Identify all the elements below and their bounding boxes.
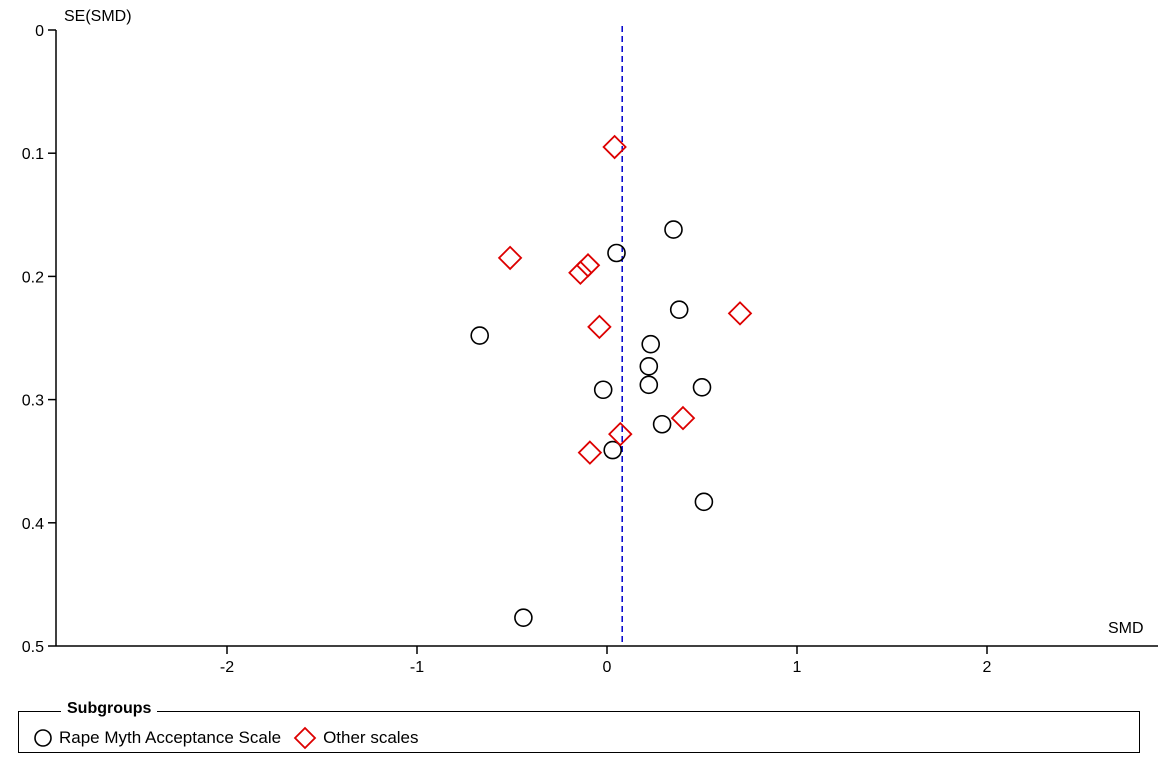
data-point-circle	[669, 300, 689, 319]
data-point-diamond	[670, 405, 696, 431]
legend-title: Subgroups	[61, 700, 158, 718]
funnel-plot: 0 0.1 0.2 0.3 0.4 0.5 -2 -1 0 1 2 SE(SMD) SMD	[22, 8, 1158, 676]
data-point-diamond	[608, 421, 633, 447]
x-tick-label: 0	[603, 659, 612, 676]
data-point-diamond	[577, 440, 603, 465]
data-point-diamond	[568, 260, 593, 285]
circle-marker-icon	[34, 729, 52, 747]
data-point-diamond	[727, 301, 753, 326]
y-axis-label: SE(SMD)	[64, 8, 132, 25]
data-point-circle	[664, 220, 683, 239]
legend-items: Rape Myth Acceptance Scale Other scales	[33, 726, 431, 750]
data-point-circle	[652, 414, 672, 434]
data-point-diamond	[575, 253, 601, 278]
diamond-marker-icon	[293, 726, 317, 750]
tick-marks: 0 0.1 0.2 0.3 0.4 0.5 -2 -1 0 1 2	[22, 23, 992, 676]
data-point-circle	[639, 357, 659, 376]
y-tick-label: 0.1	[22, 146, 44, 163]
data-point-circle	[639, 375, 659, 395]
data-point-circle	[641, 334, 661, 354]
y-tick-label: 0.4	[22, 516, 44, 533]
data-point-circle	[694, 492, 714, 512]
data-point-circle	[514, 608, 533, 627]
data-point-circle	[470, 326, 490, 345]
x-axis-label: SMD	[1108, 620, 1144, 637]
legend-item-rmas: Rape Myth Acceptance Scale	[33, 728, 281, 748]
legend-label-other: Other scales	[323, 728, 419, 747]
legend-label-rmas: Rape Myth Acceptance Scale	[59, 728, 282, 747]
y-tick-label: 0	[35, 23, 44, 40]
x-tick-label: 1	[793, 659, 802, 676]
y-tick-label: 0.5	[22, 639, 44, 656]
data-point-diamond	[587, 314, 612, 340]
x-tick-label: 2	[983, 659, 992, 676]
x-tick-label: -1	[410, 659, 424, 676]
data-points	[470, 134, 753, 627]
x-tick-label: -2	[220, 659, 234, 676]
y-tick-label: 0.2	[22, 269, 44, 286]
legend: Subgroups Rape Myth Acceptance Scale Oth…	[18, 700, 1140, 753]
axes	[55, 30, 1158, 647]
data-point-diamond	[497, 245, 523, 271]
legend-item-other: Other scales	[293, 726, 419, 750]
data-point-circle	[692, 377, 712, 397]
data-point-circle	[607, 243, 626, 263]
data-point-diamond	[602, 134, 627, 160]
y-tick-label: 0.3	[22, 393, 44, 410]
data-point-circle	[603, 440, 623, 460]
data-point-circle	[593, 380, 613, 400]
